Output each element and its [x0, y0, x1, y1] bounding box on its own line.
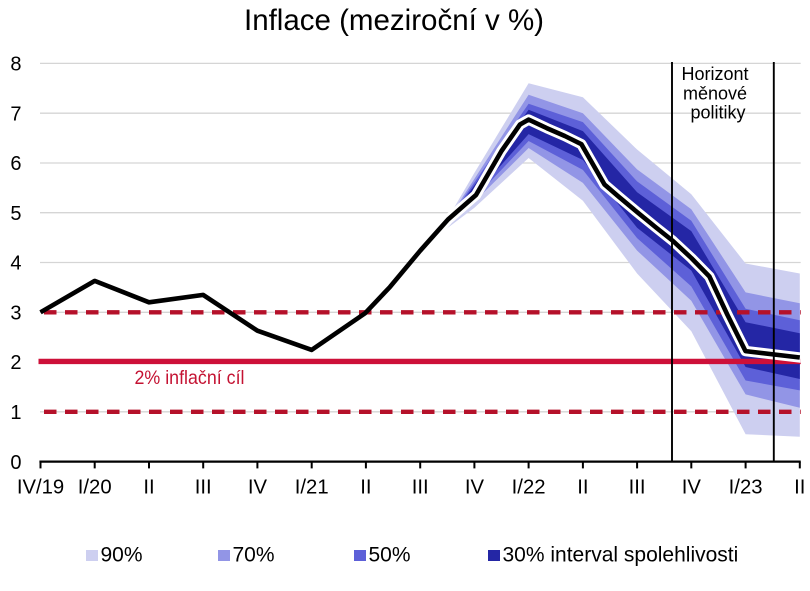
svg-text:0: 0 [10, 452, 21, 474]
svg-text:II: II [143, 476, 154, 498]
svg-text:II: II [794, 476, 805, 498]
svg-text:III: III [195, 476, 212, 498]
svg-text:5: 5 [10, 203, 21, 225]
svg-text:30% interval spolehlivosti: 30% interval spolehlivosti [503, 544, 739, 567]
svg-text:I/20: I/20 [78, 476, 112, 498]
svg-text:IV/19: IV/19 [17, 476, 64, 498]
svg-text:8: 8 [10, 54, 21, 76]
svg-text:4: 4 [10, 253, 21, 275]
svg-text:90%: 90% [101, 544, 143, 567]
svg-text:2% inflační cíl: 2% inflační cíl [135, 367, 245, 389]
svg-text:I/23: I/23 [729, 476, 763, 498]
svg-text:III: III [629, 476, 646, 498]
svg-text:politiky: politiky [690, 103, 745, 123]
svg-text:3: 3 [10, 303, 21, 325]
svg-text:I/21: I/21 [295, 476, 329, 498]
svg-text:Horizont: Horizont [681, 64, 748, 84]
svg-text:70%: 70% [233, 544, 275, 567]
svg-text:IV: IV [465, 476, 485, 498]
svg-text:6: 6 [10, 153, 21, 175]
svg-text:II: II [577, 476, 588, 498]
svg-text:I/22: I/22 [512, 476, 546, 498]
svg-text:II: II [360, 476, 371, 498]
svg-text:IV: IV [682, 476, 702, 498]
svg-text:IV: IV [248, 476, 268, 498]
svg-text:50%: 50% [369, 544, 411, 567]
svg-text:7: 7 [10, 103, 21, 125]
svg-text:2: 2 [10, 352, 21, 374]
svg-text:měnové: měnové [683, 83, 747, 103]
svg-text:1: 1 [10, 402, 21, 424]
svg-text:Inflace (meziroční v %): Inflace (meziroční v %) [244, 4, 544, 37]
svg-text:III: III [412, 476, 429, 498]
